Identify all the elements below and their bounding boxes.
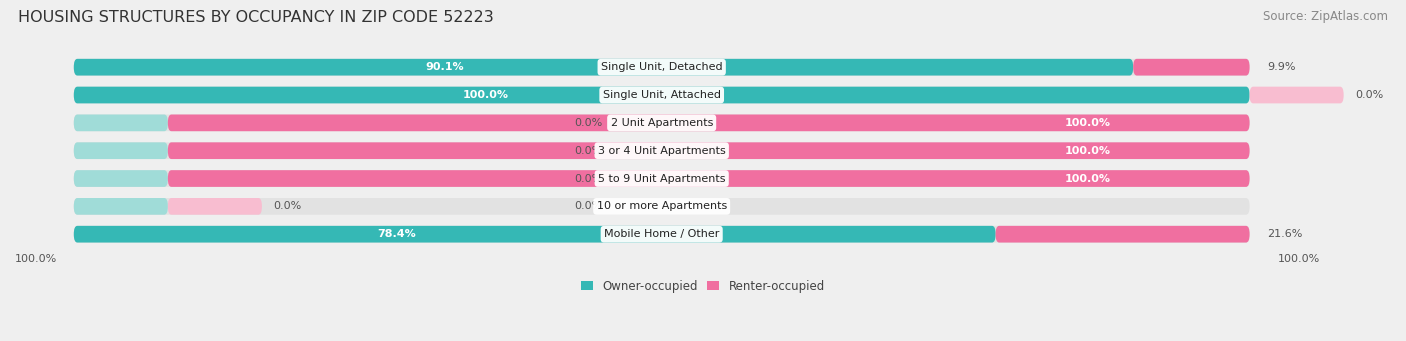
Text: 3 or 4 Unit Apartments: 3 or 4 Unit Apartments — [598, 146, 725, 156]
Text: 100.0%: 100.0% — [1064, 174, 1111, 183]
Text: 0.0%: 0.0% — [1355, 90, 1384, 100]
Text: Single Unit, Detached: Single Unit, Detached — [600, 62, 723, 72]
FancyBboxPatch shape — [73, 170, 167, 187]
Text: HOUSING STRUCTURES BY OCCUPANCY IN ZIP CODE 52223: HOUSING STRUCTURES BY OCCUPANCY IN ZIP C… — [18, 10, 494, 25]
Text: 5 to 9 Unit Apartments: 5 to 9 Unit Apartments — [598, 174, 725, 183]
FancyBboxPatch shape — [73, 115, 167, 131]
FancyBboxPatch shape — [1250, 87, 1344, 103]
Text: 0.0%: 0.0% — [575, 118, 603, 128]
FancyBboxPatch shape — [73, 59, 1133, 76]
FancyBboxPatch shape — [73, 142, 1250, 159]
Text: 9.9%: 9.9% — [1267, 62, 1296, 72]
FancyBboxPatch shape — [73, 198, 1250, 215]
Text: 78.4%: 78.4% — [377, 229, 416, 239]
Text: 0.0%: 0.0% — [575, 146, 603, 156]
FancyBboxPatch shape — [167, 170, 1250, 187]
FancyBboxPatch shape — [73, 170, 1250, 187]
FancyBboxPatch shape — [73, 198, 167, 215]
Text: 0.0%: 0.0% — [274, 201, 302, 211]
Text: 21.6%: 21.6% — [1267, 229, 1302, 239]
FancyBboxPatch shape — [995, 226, 1250, 242]
Text: 2 Unit Apartments: 2 Unit Apartments — [610, 118, 713, 128]
FancyBboxPatch shape — [1133, 59, 1250, 76]
Text: 100.0%: 100.0% — [15, 254, 58, 264]
Text: Mobile Home / Other: Mobile Home / Other — [605, 229, 720, 239]
FancyBboxPatch shape — [167, 142, 1250, 159]
Text: Source: ZipAtlas.com: Source: ZipAtlas.com — [1263, 10, 1388, 23]
Text: 0.0%: 0.0% — [575, 174, 603, 183]
FancyBboxPatch shape — [73, 87, 1250, 103]
Text: 90.1%: 90.1% — [425, 62, 464, 72]
FancyBboxPatch shape — [73, 226, 995, 242]
FancyBboxPatch shape — [73, 87, 1250, 103]
Text: 0.0%: 0.0% — [575, 201, 603, 211]
Text: 100.0%: 100.0% — [1064, 146, 1111, 156]
Text: Single Unit, Attached: Single Unit, Attached — [603, 90, 721, 100]
Text: 100.0%: 100.0% — [1064, 118, 1111, 128]
FancyBboxPatch shape — [73, 142, 167, 159]
Legend: Owner-occupied, Renter-occupied: Owner-occupied, Renter-occupied — [581, 280, 825, 293]
FancyBboxPatch shape — [73, 226, 1250, 242]
Text: 10 or more Apartments: 10 or more Apartments — [596, 201, 727, 211]
FancyBboxPatch shape — [73, 115, 1250, 131]
FancyBboxPatch shape — [167, 198, 262, 215]
Text: 100.0%: 100.0% — [1278, 254, 1320, 264]
FancyBboxPatch shape — [167, 115, 1250, 131]
FancyBboxPatch shape — [73, 59, 1250, 76]
Text: 100.0%: 100.0% — [463, 90, 509, 100]
